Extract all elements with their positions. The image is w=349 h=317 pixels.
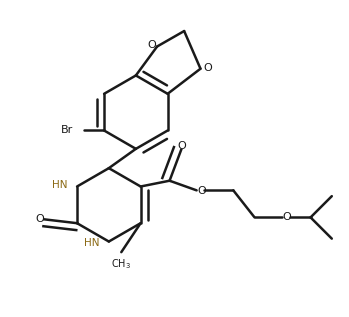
Text: HN: HN (52, 180, 67, 190)
Text: O: O (35, 214, 44, 224)
Text: O: O (203, 62, 212, 73)
Text: O: O (282, 212, 291, 223)
Text: Br: Br (61, 126, 73, 135)
Text: HN: HN (84, 238, 99, 248)
Text: O: O (147, 40, 156, 49)
Text: O: O (197, 186, 206, 196)
Text: CH$_3$: CH$_3$ (111, 257, 131, 271)
Text: O: O (178, 141, 186, 151)
